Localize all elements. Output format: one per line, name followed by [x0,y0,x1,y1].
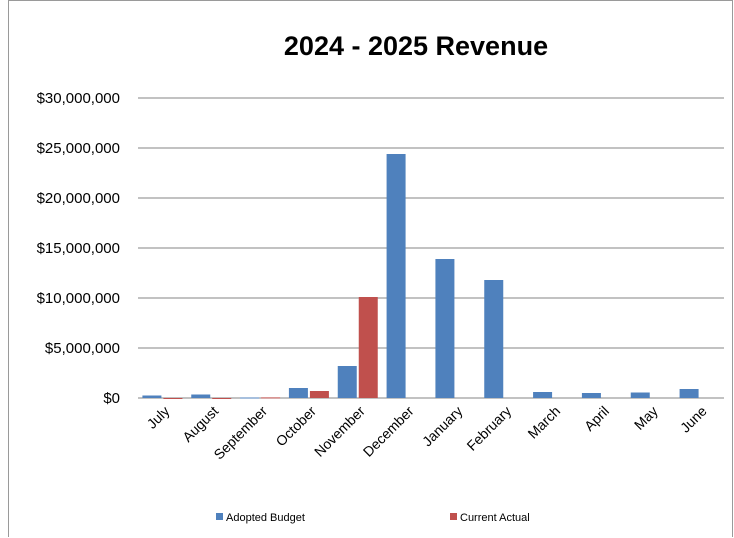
bar-adopted-budget-april [581,393,601,398]
bar-current-actual-november [358,297,378,398]
x-tick-label: August [179,403,221,445]
x-tick-label: December [360,403,417,460]
bar-adopted-budget-march [533,392,553,398]
x-tick-label: June [677,403,710,436]
bar-adopted-budget-october [288,388,308,398]
x-tick-label: January [419,403,466,450]
bar-adopted-budget-august [191,394,211,398]
y-tick-label: $10,000,000 [37,290,120,307]
x-tick-label: March [524,403,563,442]
bar-current-actual-july [163,398,183,399]
bar-adopted-budget-february [484,280,504,398]
x-tick-label: April [581,403,612,434]
y-tick-label: $20,000,000 [37,190,120,207]
legend-swatch [216,513,223,520]
legend: Adopted Budget Current Actual [216,512,530,524]
gridlines [138,97,724,349]
y-tick-label: $15,000,000 [37,240,120,257]
x-tick-label: May [631,403,661,433]
y-tick-label: $25,000,000 [37,140,120,157]
y-tick-label: $0 [103,390,120,407]
chart-title: 2024 - 2025 Revenue [284,31,548,61]
bar-adopted-budget-june [679,389,699,398]
bar-current-actual-august [212,398,232,399]
bar-adopted-budget-may [630,392,650,398]
legend-label: Current Actual [460,512,530,524]
y-tick-label: $5,000,000 [45,340,120,357]
y-tick-label: $30,000,000 [37,90,120,107]
y-axis-ticks: $0 $5,000,000 $10,000,000 $15,000,000 $20,00… [37,90,120,407]
bar-adopted-budget-july [142,395,162,398]
bar-adopted-budget-january [435,259,455,398]
x-tick-label: September [210,403,270,463]
bar-adopted-budget-december [386,154,406,398]
bar-current-actual-october [309,391,329,398]
bar-adopted-budget-november [337,366,357,398]
x-tick-label: October [273,403,320,450]
bars [142,154,699,399]
legend-swatch [450,513,457,520]
bar-current-actual-september [261,397,281,399]
x-tick-label: February [463,403,514,454]
chart-frame [8,0,733,537]
legend-label: Adopted Budget [226,512,305,524]
x-tick-label: July [144,403,173,432]
bar-adopted-budget-september [240,397,260,399]
x-tick-label: November [311,403,368,460]
